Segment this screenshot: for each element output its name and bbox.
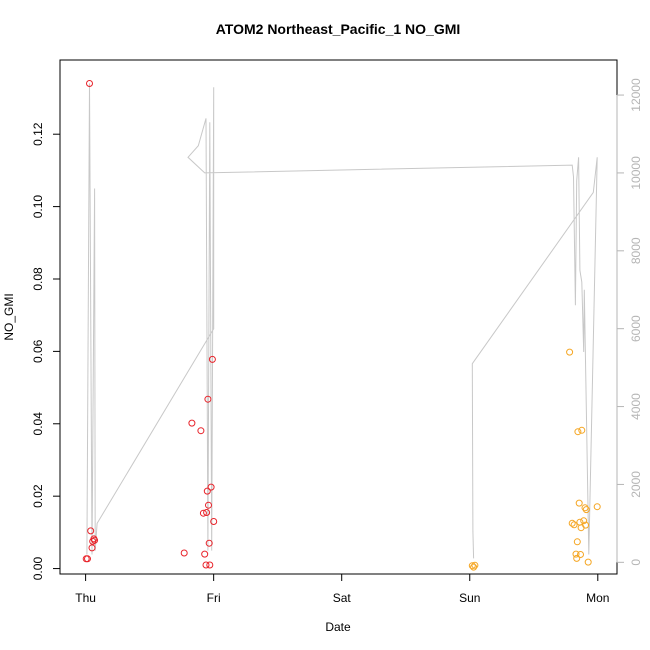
data-point (204, 395, 212, 403)
y-tick-label: 0.12 (31, 122, 45, 146)
data-point (207, 483, 215, 491)
data-point (578, 426, 586, 434)
data-point (208, 355, 216, 363)
data-point (573, 554, 581, 562)
data-point (188, 419, 196, 427)
plot-frame (59, 59, 618, 575)
data-point (197, 427, 205, 435)
data-point (468, 562, 476, 570)
data-point (572, 550, 580, 558)
x-tick-label: Thu (75, 591, 96, 605)
x-tick-label: Mon (586, 591, 609, 605)
y2-tick-label: 12000 (629, 78, 643, 112)
x-tick-label: Fri (207, 591, 221, 605)
points-layer (82, 80, 601, 571)
y-axis-label: NO_GMI (2, 293, 16, 340)
y2-tick-label: 8000 (629, 237, 643, 264)
y2-tick-label: 2000 (629, 471, 643, 498)
data-point (470, 563, 478, 571)
data-point (580, 517, 588, 525)
data-point (91, 536, 99, 544)
data-point (202, 561, 210, 569)
y-axis-left: 0.00 0.02 0.04 0.06 0.08 0.10 0.12 (31, 122, 61, 581)
data-point (205, 539, 213, 547)
data-point (577, 551, 584, 558)
data-point (568, 519, 576, 527)
y-tick-label: 0.02 (31, 484, 45, 508)
x-axis-label: Date (325, 620, 351, 634)
data-point (87, 527, 95, 535)
data-point (582, 506, 590, 514)
y-tick-label: 0.04 (31, 412, 45, 436)
data-point (573, 538, 581, 546)
data-point (203, 509, 211, 516)
data-point (205, 501, 212, 509)
data-point (574, 428, 582, 436)
data-point (471, 561, 479, 569)
data-point (566, 348, 574, 356)
data-point (210, 518, 218, 525)
y2-tick-label: 0 (629, 559, 643, 566)
data-point (581, 504, 589, 512)
altitude-line-layer (86, 83, 598, 559)
data-point (593, 503, 601, 511)
data-point (199, 509, 207, 517)
chart-title: ATOM2 Northeast_Pacific_1 NO_GMI (216, 21, 461, 37)
data-point (201, 550, 209, 558)
x-axis: Thu Fri Sat Sun Mon (75, 573, 609, 605)
y-tick-label: 0.08 (31, 267, 45, 291)
y2-tick-label: 10000 (629, 156, 643, 190)
data-point (576, 518, 584, 526)
y-tick-label: 0.06 (31, 339, 45, 363)
data-point (575, 499, 583, 507)
y-tick-label: 0.10 (31, 195, 45, 219)
x-tick-label: Sat (333, 591, 352, 605)
data-point (570, 521, 578, 529)
y2-tick-label: 4000 (629, 393, 643, 420)
y2-tick-label: 6000 (629, 315, 643, 342)
data-point (88, 544, 96, 552)
altitude-line (86, 83, 598, 559)
data-point (577, 524, 585, 532)
data-point (84, 555, 91, 563)
data-point (86, 80, 93, 87)
x-tick-label: Sun (459, 591, 480, 605)
data-point (203, 487, 211, 495)
y-axis-right: 0 2000 4000 6000 8000 10000 12000 (616, 78, 643, 566)
data-point (206, 561, 214, 569)
data-point (584, 558, 592, 566)
y-tick-label: 0.00 (31, 557, 45, 581)
data-point (180, 549, 188, 557)
data-point (582, 521, 590, 529)
